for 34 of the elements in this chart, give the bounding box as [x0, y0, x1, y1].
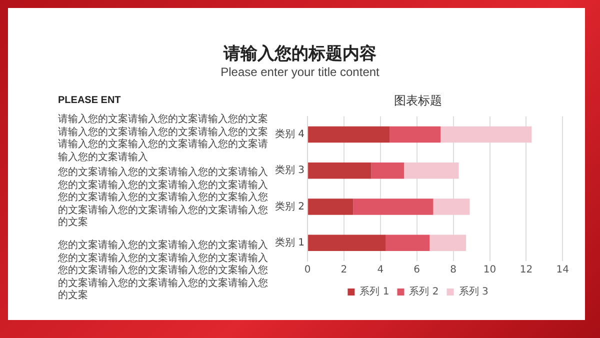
- text: 请输入您的文案请输入您的文案请输入您的文案请输入您的文案请输入您的文案请输入您的文案请输入您的文案输入您的文案请输入您的文案请输入您的文案请输入: [58, 114, 269, 164]
- bar: [430, 234, 466, 252]
- y-tick-label: 类别 3: [274, 164, 305, 176]
- x-tick-label: 2: [340, 264, 348, 276]
- y-tick-label: 类别 4: [274, 128, 305, 140]
- x-tick-label: 4: [377, 264, 384, 276]
- bar: [386, 234, 430, 252]
- text: 请输入您的标题内容: [222, 43, 378, 65]
- x-tick-label: 10: [483, 264, 496, 276]
- legend-label: 系列 1: [360, 286, 390, 298]
- bar: [440, 126, 532, 143]
- x-tick-label: 8: [450, 264, 456, 276]
- bar: [308, 234, 386, 252]
- y-tick-label: 类别 2: [274, 200, 305, 212]
- x-tick-label: 12: [520, 264, 533, 276]
- legend-label: 系列 2: [409, 286, 439, 298]
- y-tick-label: 类别 1: [274, 236, 305, 249]
- bar: [390, 126, 441, 143]
- x-tick-label: 6: [414, 264, 420, 276]
- bar: [308, 162, 372, 179]
- text: Please enter your title content: [220, 65, 380, 79]
- x-tick-label: 14: [556, 264, 570, 276]
- bar: [353, 198, 434, 215]
- bar: [433, 198, 470, 215]
- text: 您的文案请输入您的文案请输入您的文案请输入您的文案请输入您的文案请输入您的文案请输入您的文案请输入您的文案请输入您的文案输入您的文案请输入您的文案请输入您的文案请输入您的文案: [58, 240, 269, 302]
- bar: [404, 162, 459, 179]
- x-tick-label: 0: [304, 264, 311, 276]
- bar: [308, 198, 354, 215]
- text: PLEASE ENT: [58, 95, 121, 106]
- legend-label: 系列 3: [458, 286, 488, 298]
- bar: [371, 162, 404, 179]
- bar: [308, 126, 390, 143]
- text: 您的文案请输入您的文案请输入您的文案请输入您的文案请输入您的文案请输入您的文案请输入您的文案请输入您的文案请输入您的文案输入您的文案请输入您的文案请输入您的文案请输入您的文案: [58, 167, 269, 230]
- chart-title: 图表标题: [394, 93, 442, 108]
